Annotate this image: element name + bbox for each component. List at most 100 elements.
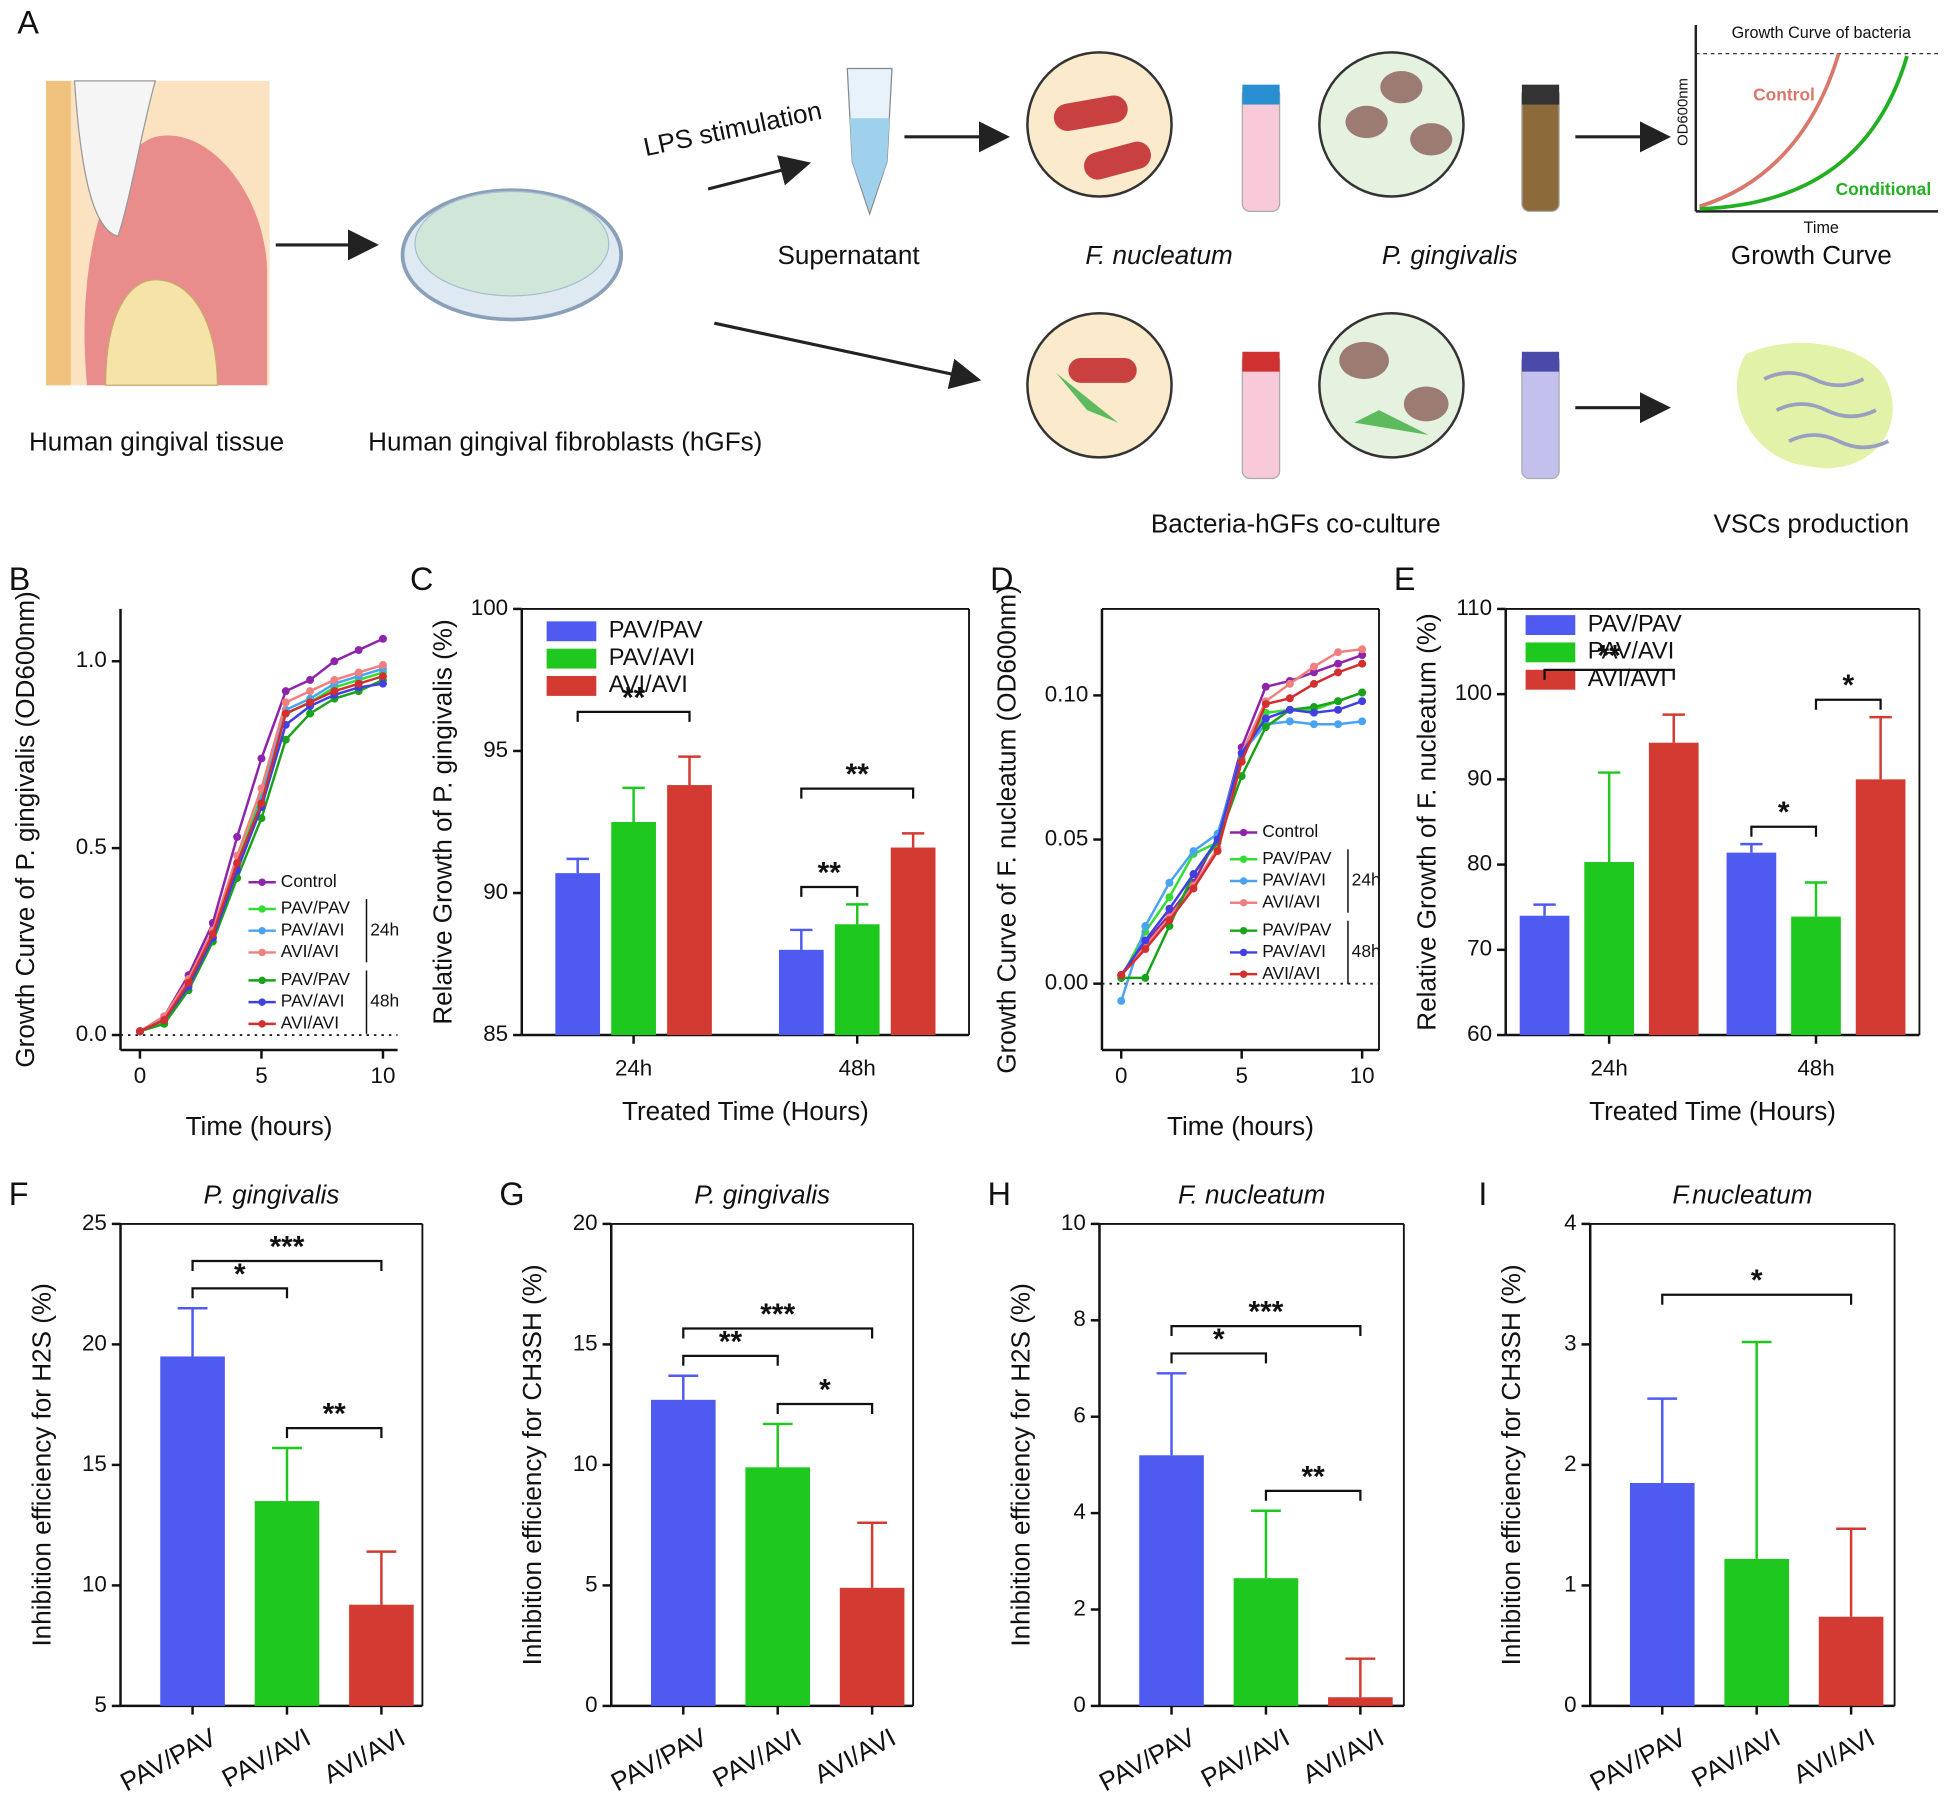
error-bar [1740, 842, 1763, 853]
y-tick-label: 0.00 [1045, 970, 1089, 995]
legend-swatch [1525, 615, 1576, 636]
data-point [378, 679, 387, 688]
data-point [1189, 847, 1198, 856]
error-bar [762, 1422, 793, 1468]
significance-bracket [776, 1402, 874, 1414]
significance-label: * [234, 1258, 246, 1291]
data-point [1309, 662, 1318, 671]
x-tick-label: PAV/PAV [115, 1722, 221, 1798]
y-tick-label: 3 [1564, 1330, 1576, 1355]
bar [834, 924, 880, 1036]
arrow [714, 321, 982, 390]
bar [1629, 1482, 1695, 1706]
legend-label: PAV/AVI [1262, 941, 1326, 961]
y-tick-label: 8 [1073, 1306, 1085, 1331]
error-bar [1345, 1657, 1376, 1698]
data-point [1261, 714, 1270, 723]
legend-marker [1239, 926, 1248, 935]
error-bar [1647, 1397, 1678, 1483]
y-tick-label: 15 [82, 1451, 107, 1476]
legend-swatch [546, 676, 597, 696]
y-tick-label: 0.10 [1045, 681, 1089, 706]
legend-label: AVI/AVI [609, 672, 688, 698]
bacterium [1339, 341, 1389, 380]
x-tick-label: PAV/PAV [1585, 1722, 1691, 1798]
data-point [1261, 682, 1270, 691]
significance-bracket [800, 885, 859, 897]
data-point [330, 657, 339, 666]
error-bar [1251, 1509, 1281, 1579]
y-tick-label: 5 [94, 1692, 106, 1717]
y-tick-label: 15 [573, 1330, 598, 1355]
y-tick-label: 10 [573, 1451, 598, 1476]
y-tick-label: 0.5 [76, 834, 107, 859]
data-point [1285, 717, 1294, 726]
y-tick-label: 80 [1467, 851, 1492, 876]
data-point [1117, 996, 1126, 1005]
y-tick-label: 4 [1564, 1210, 1576, 1235]
data-point [1309, 708, 1318, 717]
label: Human gingival fibroblasts (hGFs) [368, 427, 762, 457]
bacterium [1068, 357, 1137, 383]
data-point [1309, 668, 1318, 677]
panel-letter: I [1478, 1176, 1487, 1212]
x-axis-label: Treated Time (Hours) [622, 1096, 869, 1126]
bar [1648, 742, 1699, 1036]
panel-letter: F [9, 1176, 29, 1212]
tube-cap [1242, 84, 1280, 105]
significance-bracket [682, 1327, 874, 1339]
x-tick-label: 10 [1350, 1063, 1375, 1088]
vsc-waves [1763, 371, 1890, 450]
significance-bracket [1750, 825, 1818, 837]
error-bar [678, 755, 701, 786]
data-point [306, 709, 315, 718]
bar [1139, 1455, 1204, 1706]
data-point [184, 978, 193, 987]
data-point [208, 930, 217, 939]
significance-label: ** [719, 1325, 743, 1358]
error-bar [1156, 1372, 1187, 1456]
pulp [104, 279, 219, 386]
error-bar [566, 857, 589, 874]
legend-swatch [546, 621, 597, 642]
inset-legend: Control [1753, 84, 1815, 104]
chart-title: F. nucleatum [1178, 1179, 1325, 1209]
data-point [1309, 679, 1318, 688]
data-point [281, 687, 290, 696]
y-tick-label: 1.0 [76, 647, 107, 672]
y-tick-label: 95 [483, 737, 508, 762]
panel-letter: H [988, 1176, 1011, 1212]
y-axis-label: Inhibition efficiency for CH3SH (%) [1496, 1264, 1526, 1665]
y-tick-label: 6 [1073, 1403, 1085, 1428]
label: P. gingivalis [1382, 240, 1518, 270]
legend-marker [258, 976, 266, 985]
data-point [1141, 922, 1150, 930]
coculture-circle [1318, 312, 1465, 459]
x-tick-label: PAV/AVI [217, 1722, 316, 1793]
data-point [330, 675, 339, 684]
y-tick-label: 1 [1564, 1571, 1576, 1596]
chart-title: P. gingivalis [694, 1179, 830, 1209]
data-point [1334, 697, 1343, 706]
error-bar [846, 903, 869, 925]
tube [1241, 86, 1281, 212]
x-axis-label: Time (hours) [1167, 1111, 1314, 1141]
error-bar [1662, 713, 1685, 743]
tube-liquid [849, 118, 890, 212]
legend-marker [258, 878, 266, 886]
pg-circle [1318, 51, 1465, 198]
bacterium [1410, 123, 1453, 156]
y-axis-label: Inhibition efficiency for H2S (%) [26, 1283, 56, 1646]
data-point [1334, 705, 1343, 714]
data-point [1213, 847, 1222, 856]
y-tick-label: 60 [1467, 1021, 1492, 1046]
data-point [1189, 870, 1198, 879]
data-point [306, 675, 315, 684]
bar [349, 1604, 414, 1706]
data-point [1165, 916, 1174, 925]
inset-ylabel: OD600nm [1675, 78, 1691, 146]
legend-label: PAV/PAV [1262, 919, 1332, 939]
data-point [1165, 893, 1174, 902]
legend-swatch [1525, 669, 1576, 690]
